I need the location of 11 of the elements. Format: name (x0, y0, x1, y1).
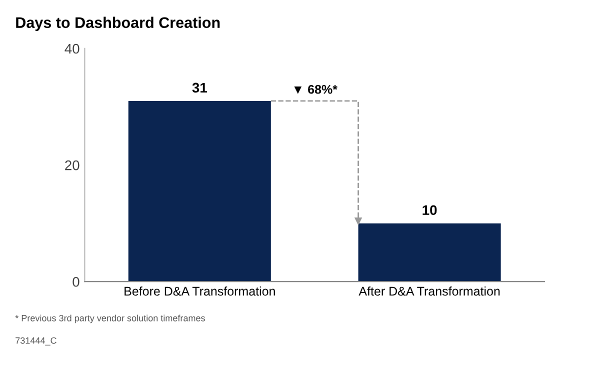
y-tick-label: 40 (64, 44, 80, 54)
y-tick-label: 20 (65, 160, 80, 170)
data-label: 31 (192, 82, 207, 93)
text: * Previous 3rd party vendor solution timeframes (15, 314, 205, 324)
data-label: 10 (422, 205, 437, 216)
annotation: ▼ 68%* (294, 84, 338, 94)
chart-title: Days to Dashboard Creation (16, 16, 220, 32)
text: 731444_C (16, 337, 56, 346)
x-tick-label: Before D&A Transformation (124, 286, 275, 296)
x-tick-label: After D&A Transformation (358, 286, 500, 296)
y-tick-label: 0 (72, 276, 80, 287)
